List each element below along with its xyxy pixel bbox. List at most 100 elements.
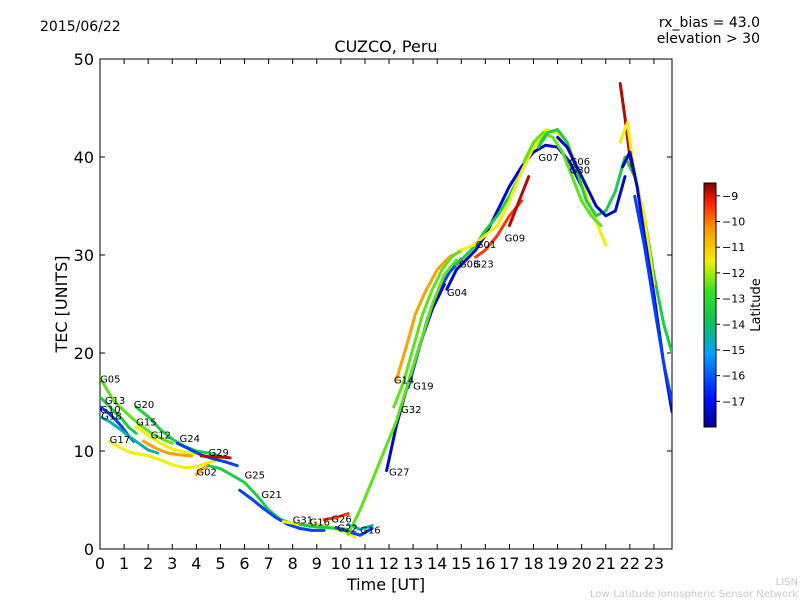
y-tick-label: 20 — [74, 344, 94, 363]
x-tick-label: 18 — [523, 554, 543, 573]
sat-label: G19 — [413, 381, 433, 392]
x-tick-label: 7 — [263, 554, 273, 573]
series-line-g27b — [346, 258, 458, 536]
series-line-g05 — [100, 376, 174, 445]
sat-label: G06 — [570, 157, 590, 168]
elevation-label: elevation > 30 — [657, 31, 760, 47]
x-tick-label: 10 — [331, 554, 351, 573]
colorbar-tick-label: −12 — [722, 267, 745, 280]
x-tick-label: 17 — [499, 554, 519, 573]
colorbar-tick-label: −10 — [722, 216, 745, 229]
axis-ticks: 0 1 2 3 4 5 6 7 8 9 10 11 12 13 14 15 16 17 18 19 20 21 22 2301… — [74, 50, 672, 573]
colorbar-tick-label: −9 — [722, 190, 738, 203]
x-tick-label: 6 — [239, 554, 249, 573]
colorbar-tick-label: −15 — [722, 344, 745, 357]
sat-label: G27 — [389, 468, 409, 479]
footer-lisn: LISN — [776, 577, 798, 588]
series-line-g01 — [459, 128, 608, 252]
y-tick-label: 30 — [74, 246, 94, 265]
x-tick-label: 21 — [596, 554, 616, 573]
series-line-g29 — [199, 454, 232, 460]
x-tick-label: 9 — [312, 554, 322, 573]
series-line-g26 — [322, 512, 350, 522]
series-line-g23 — [474, 199, 523, 259]
sat-label: G14 — [394, 375, 414, 386]
chart-title: CUZCO, Peru — [334, 37, 437, 56]
sat-label: G15 — [136, 418, 156, 429]
sat-label: G22 — [337, 523, 357, 534]
x-tick-label: 15 — [451, 554, 471, 573]
colorbar-tick-label: −14 — [722, 318, 745, 331]
colorbar-tick-label: −17 — [722, 395, 745, 408]
sat-label: G10 — [100, 405, 120, 416]
x-tick-label: 11 — [355, 554, 375, 573]
colorbar-ticks: −9 −10 −11 −12 −13 −14 −15 −16 −17 — [716, 190, 745, 408]
date-label: 2015/06/22 — [40, 19, 121, 35]
sat-label: G23 — [473, 260, 493, 271]
y-tick-label: 0 — [84, 540, 94, 559]
colorbar-label: Latitude — [749, 278, 764, 332]
sat-label: G24 — [179, 434, 199, 445]
sat-label: G01 — [476, 240, 496, 251]
sat-label: G05 — [100, 374, 120, 385]
sat-label: G02 — [196, 468, 216, 479]
sat-label: G04 — [447, 288, 467, 299]
series-line-g22 — [334, 525, 374, 537]
x-tick-label: 14 — [427, 554, 447, 573]
x-tick-label: 0 — [95, 554, 105, 573]
x-tick-label: 12 — [379, 554, 399, 573]
sat-label: G31 — [293, 516, 313, 527]
sat-label: G12 — [151, 430, 171, 441]
sat-label: G09 — [505, 233, 525, 244]
x-tick-label: 16 — [475, 554, 495, 573]
colorbar-tick-label: −13 — [722, 293, 745, 306]
y-axis-label: TEC [UNITS] — [52, 256, 71, 354]
plot-area — [99, 58, 673, 550]
sat-label: G21 — [261, 490, 281, 501]
sat-label: G13 — [105, 396, 125, 407]
x-axis-label: Time [UT] — [346, 575, 425, 594]
series-line-g32 — [392, 248, 463, 409]
series-line-g13 — [100, 395, 138, 435]
series-line-g15 — [134, 425, 198, 456]
y-tick-label: 50 — [74, 50, 94, 69]
sat-label: G32 — [401, 405, 421, 416]
sat-label: G07 — [538, 153, 558, 164]
x-tick-label: 19 — [547, 554, 567, 573]
sat-label: G30 — [570, 166, 590, 177]
series-line-g17 — [108, 439, 222, 470]
x-tick-label: 20 — [572, 554, 592, 573]
y-tick-label: 10 — [74, 442, 94, 461]
x-tick-label: 2 — [143, 554, 153, 573]
sat-label: G26 — [331, 515, 351, 526]
series-line-g31 — [281, 520, 357, 539]
series-line-g02 — [194, 464, 210, 476]
x-tick-label: 22 — [620, 554, 640, 573]
colorbar-tick-label: −11 — [722, 241, 745, 254]
series-line-g07 — [522, 131, 603, 228]
x-tick-label: 8 — [288, 554, 298, 573]
footer-network: Low-Latitude Ionospheric Sensor Network — [590, 589, 798, 600]
series-line-g18 — [100, 415, 160, 455]
colorbar-tick-label: −16 — [722, 370, 745, 383]
sat-label: G16 — [310, 517, 330, 528]
sat-label: G16 — [360, 525, 380, 536]
sat-label: G25 — [245, 470, 265, 481]
x-tick-label: 1 — [119, 554, 129, 573]
series-line-g30 — [556, 135, 627, 218]
x-tick-label: 23 — [644, 554, 664, 573]
x-tick-label: 4 — [191, 554, 201, 573]
series-group — [100, 82, 672, 539]
sat-label: G29 — [208, 448, 228, 459]
series-line-g09 — [507, 175, 531, 228]
rx-bias-label: rx_bias = 43.0 — [659, 15, 760, 31]
series-line-g12 — [141, 439, 193, 458]
sat-label: G17 — [110, 435, 130, 446]
sat-label: G03 — [459, 260, 479, 271]
series-line-g14 — [394, 249, 463, 382]
x-tick-label: 13 — [403, 554, 423, 573]
y-tick-label: 40 — [74, 148, 94, 167]
